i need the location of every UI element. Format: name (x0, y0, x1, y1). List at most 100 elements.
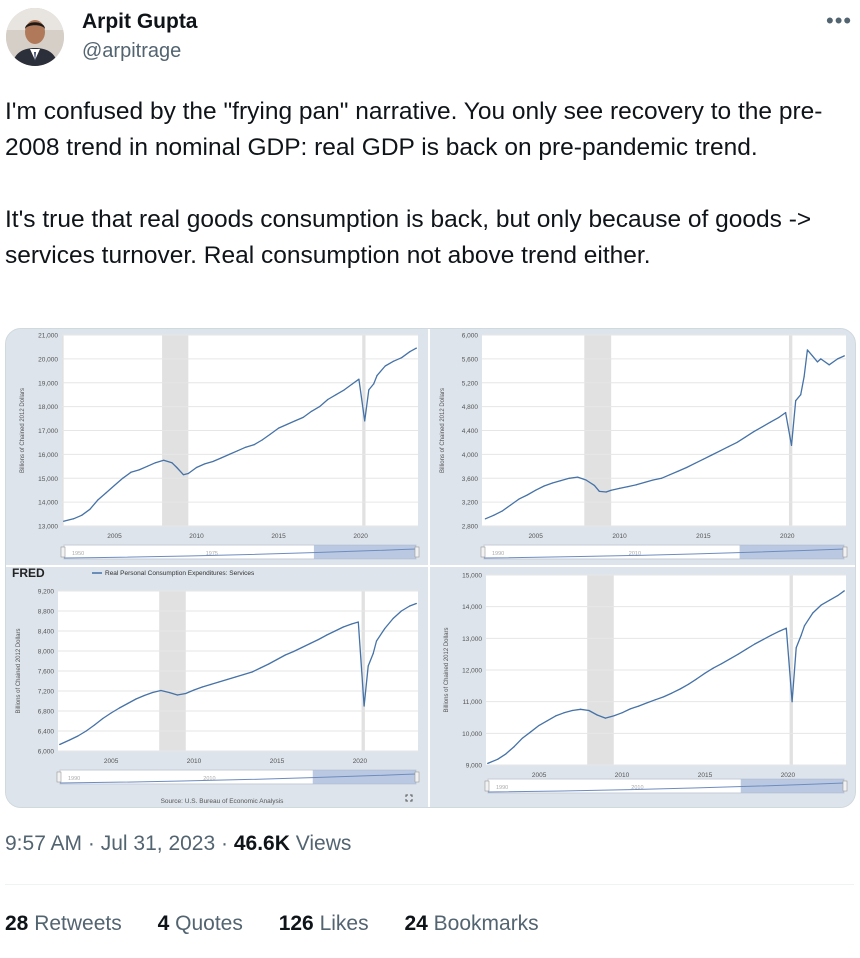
data-point (201, 686, 203, 688)
navigator-selection (313, 545, 416, 559)
data-point (259, 667, 261, 669)
y-tick-label: 5,200 (462, 380, 479, 387)
tweet-meta: 9:57 AM · Jul 31, 2023 · 46.6K Views (5, 832, 352, 855)
chart-image[interactable]: 13,000 14,000 15,000 16,000 17,000 18,000 19,0… (5, 328, 856, 808)
views-count: 46.6K (233, 832, 290, 855)
navigator-label: 2010 (631, 785, 643, 791)
data-point (72, 518, 75, 520)
data-point (644, 481, 646, 484)
data-point (253, 444, 255, 446)
fred-logo: FRED (12, 566, 45, 580)
data-point (400, 610, 403, 612)
data-point (268, 663, 270, 665)
data-point (367, 665, 369, 667)
data-point (563, 712, 565, 714)
data-point (392, 360, 394, 362)
views-label: Views (295, 832, 352, 855)
y-axis-label: Billions of Chained 2012 Dollars (444, 627, 450, 712)
data-point (828, 599, 831, 601)
data-point (704, 672, 706, 674)
data-point (243, 673, 245, 676)
y-tick-label: 8,800 (38, 609, 55, 616)
chart-legend-title: Real Personal Consumption Expenditures: … (105, 570, 255, 577)
tweet-stats: 28 Retweets 4 Quotes 126 Likes 24 Bookma… (5, 912, 569, 936)
data-point (185, 692, 187, 695)
data-point (744, 436, 746, 438)
data-point (234, 676, 237, 678)
data-point (800, 634, 802, 636)
navigator-handle-left (60, 546, 66, 558)
y-tick-label: 3,200 (462, 500, 479, 507)
data-point (654, 699, 656, 701)
data-point (555, 715, 557, 717)
data-point (762, 639, 764, 641)
data-point (629, 708, 631, 710)
data-point (579, 708, 582, 710)
data-point (187, 472, 189, 475)
y-tick-label: 4,400 (462, 428, 479, 435)
series-line (487, 590, 845, 765)
data-point (719, 450, 721, 452)
data-point (795, 647, 797, 649)
navigator-handle-left (480, 546, 486, 558)
x-tick-label: 2010 (615, 772, 630, 779)
y-tick-label: 18,000 (38, 404, 58, 411)
data-point (526, 494, 528, 496)
stat-likes[interactable]: 126 Likes (278, 912, 369, 935)
data-point (261, 439, 263, 441)
data-point (135, 698, 137, 700)
x-tick-label: 2020 (353, 533, 368, 540)
data-point (493, 514, 495, 516)
y-tick-label: 9,200 (38, 589, 55, 596)
avatar[interactable] (6, 8, 64, 66)
y-tick-label: 5,600 (462, 356, 479, 363)
y-tick-label: 11,000 (463, 699, 483, 706)
data-point (372, 652, 374, 655)
y-tick-label: 15,000 (38, 476, 58, 483)
data-point (384, 627, 386, 630)
data-point (662, 696, 665, 698)
more-horizontal-icon[interactable]: ••• (826, 8, 853, 33)
data-point (226, 678, 228, 681)
data-point (785, 627, 787, 629)
data-point (530, 731, 532, 733)
data-point (694, 462, 696, 464)
stat-retweets[interactable]: 28 Retweets (5, 912, 122, 935)
data-point (301, 646, 303, 649)
tweet-date[interactable]: Jul 31, 2023 (100, 832, 216, 855)
data-point (806, 349, 809, 351)
y-tick-label: 4,000 (462, 452, 479, 459)
chart-source: Source: U.S. Bureau of Economic Analysis (161, 798, 285, 805)
data-point (317, 638, 320, 641)
data-point (770, 634, 772, 636)
data-point (326, 634, 328, 636)
data-point (160, 689, 162, 692)
data-point (269, 433, 271, 435)
data-point (415, 347, 417, 349)
data-point (151, 691, 154, 694)
author-name[interactable]: Arpit Gupta (82, 10, 198, 33)
data-point (521, 737, 524, 739)
data-point (546, 720, 548, 722)
data-point (779, 630, 781, 632)
data-point (122, 477, 124, 479)
stat-quotes[interactable]: 4 Quotes (157, 912, 243, 935)
data-point (736, 441, 738, 444)
data-point (577, 476, 579, 478)
data-point (163, 459, 165, 461)
y-tick-label: 6,000 (462, 333, 479, 340)
stat-bookmarks[interactable]: 24 Bookmarks (404, 912, 539, 935)
data-point (712, 667, 714, 669)
y-tick-label: 6,800 (38, 709, 55, 716)
data-point (605, 491, 607, 493)
x-tick-label: 2020 (780, 533, 795, 540)
y-tick-label: 12,000 (462, 668, 482, 675)
y-tick-label: 19,000 (38, 380, 58, 387)
data-point (660, 477, 663, 479)
navigator-selection (312, 770, 416, 784)
data-point (193, 689, 195, 691)
tweet-time[interactable]: 9:57 AM (5, 832, 83, 855)
y-tick-label: 4,800 (462, 404, 479, 411)
author-handle[interactable]: @arpitrage (82, 40, 182, 62)
data-point (118, 707, 120, 709)
